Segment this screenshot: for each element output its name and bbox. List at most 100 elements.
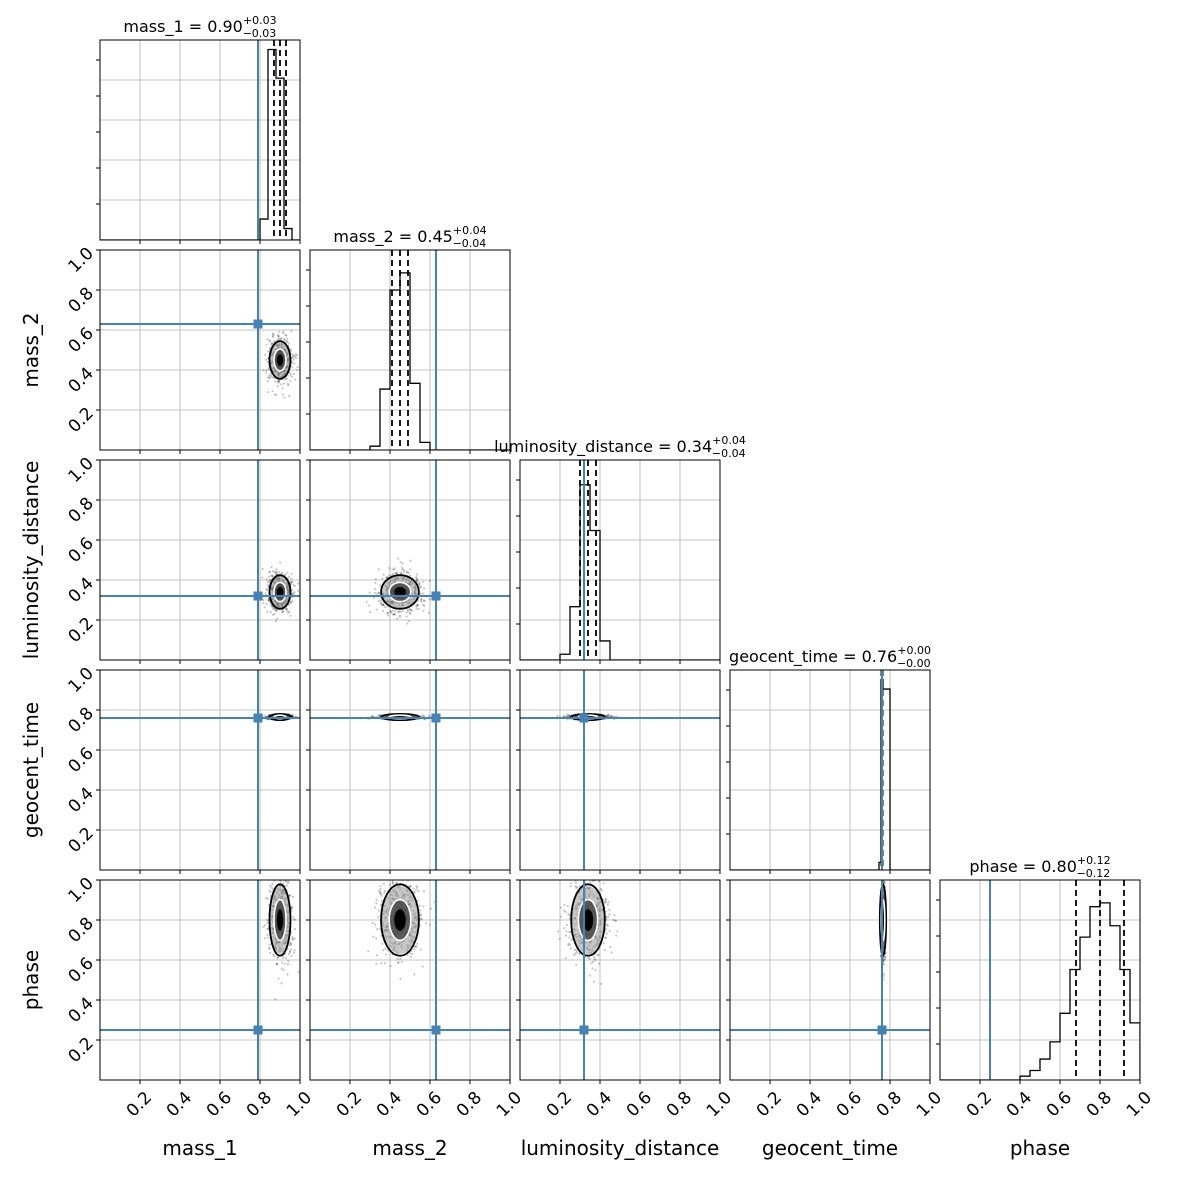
posterior-sample	[268, 947, 271, 950]
posterior-sample	[393, 572, 397, 575]
posterior-sample	[373, 923, 377, 926]
panel-frame	[519, 669, 721, 871]
posterior-sample	[575, 887, 578, 890]
posterior-sample	[371, 921, 374, 925]
posterior-sample	[275, 609, 278, 612]
contour-outer	[380, 574, 420, 610]
posterior-sample	[270, 341, 274, 344]
posterior-sample	[374, 587, 377, 591]
panel-geocent_time-vs-geocent_time	[726, 669, 931, 874]
panel-geocent_time-vs-mass_2	[306, 669, 511, 874]
posterior-sample	[574, 880, 577, 883]
posterior-sample	[597, 962, 601, 965]
posterior-sample	[281, 393, 284, 396]
posterior-sample	[278, 872, 280, 874]
posterior-sample	[418, 904, 422, 907]
posterior-sample	[566, 713, 569, 716]
posterior-sample	[392, 613, 395, 616]
posterior-sample	[287, 384, 290, 387]
posterior-sample	[570, 938, 573, 941]
posterior-sample	[268, 570, 271, 574]
posterior-sample	[581, 867, 583, 869]
posterior-sample	[272, 953, 275, 957]
posterior-sample	[419, 586, 422, 589]
posterior-sample	[291, 936, 294, 939]
panel-geocent_time-vs-mass_1	[96, 669, 301, 874]
posterior-sample	[422, 603, 425, 607]
posterior-sample	[262, 598, 265, 602]
histogram-geocent_time	[730, 678, 930, 870]
posterior-sample	[278, 338, 281, 341]
posterior-sample	[410, 609, 413, 612]
posterior-sample	[367, 604, 371, 607]
posterior-sample	[384, 947, 387, 950]
posterior-sample	[575, 885, 579, 889]
posterior-sample	[289, 600, 292, 603]
posterior-sample	[377, 599, 380, 602]
posterior-sample	[269, 374, 273, 377]
posterior-sample	[281, 872, 283, 874]
posterior-sample	[564, 910, 567, 914]
posterior-sample	[265, 358, 268, 361]
posterior-sample	[273, 955, 276, 958]
posterior-sample	[286, 973, 289, 976]
posterior-sample	[393, 612, 396, 615]
posterior-sample	[605, 714, 608, 717]
posterior-sample	[428, 579, 432, 582]
posterior-sample	[415, 607, 418, 610]
contour-inner	[388, 898, 412, 942]
posterior-sample	[563, 903, 566, 907]
posterior-sample	[402, 570, 405, 573]
posterior-sample	[407, 619, 410, 623]
posterior-sample	[392, 613, 395, 616]
posterior-sample	[399, 977, 402, 980]
posterior-sample	[399, 571, 403, 575]
posterior-sample	[277, 379, 280, 382]
posterior-sample	[290, 330, 293, 333]
posterior-sample	[273, 571, 276, 574]
posterior-sample	[573, 953, 576, 957]
posterior-sample	[281, 875, 283, 877]
posterior-sample	[293, 951, 296, 955]
posterior-sample	[391, 573, 395, 576]
posterior-sample	[290, 356, 294, 360]
posterior-sample	[420, 917, 423, 920]
posterior-sample	[273, 608, 276, 611]
posterior-sample	[276, 962, 279, 966]
posterior-sample	[277, 379, 281, 383]
posterior-sample	[274, 380, 277, 383]
posterior-sample	[428, 598, 432, 601]
posterior-sample	[285, 880, 288, 883]
posterior-sample	[422, 714, 426, 717]
posterior-sample	[604, 901, 607, 904]
posterior-sample	[289, 373, 292, 376]
posterior-sample	[266, 380, 270, 383]
panel-frame	[99, 669, 301, 871]
posterior-sample	[288, 372, 292, 375]
posterior-sample	[293, 584, 297, 588]
posterior-sample	[282, 382, 286, 385]
posterior-sample	[267, 367, 270, 370]
posterior-sample	[567, 875, 569, 877]
posterior-sample	[286, 571, 289, 574]
contour-outer	[380, 883, 420, 957]
posterior-sample	[408, 885, 412, 888]
posterior-sample	[381, 577, 384, 580]
posterior-sample	[269, 890, 272, 894]
posterior-sample	[575, 949, 578, 952]
posterior-sample	[409, 612, 412, 615]
posterior-sample	[378, 714, 381, 717]
posterior-sample	[385, 576, 388, 579]
panel-mass_2-vs-mass_2	[306, 249, 511, 454]
posterior-sample	[275, 962, 278, 966]
posterior-sample	[293, 355, 296, 358]
panel-mass_2-vs-mass_1	[96, 249, 301, 454]
posterior-sample	[270, 885, 273, 889]
posterior-sample	[568, 936, 571, 939]
posterior-sample	[277, 381, 280, 384]
posterior-sample	[562, 714, 565, 717]
posterior-sample	[262, 369, 265, 372]
posterior-sample	[289, 950, 292, 953]
posterior-sample	[380, 903, 383, 906]
posterior-sample	[604, 910, 607, 913]
